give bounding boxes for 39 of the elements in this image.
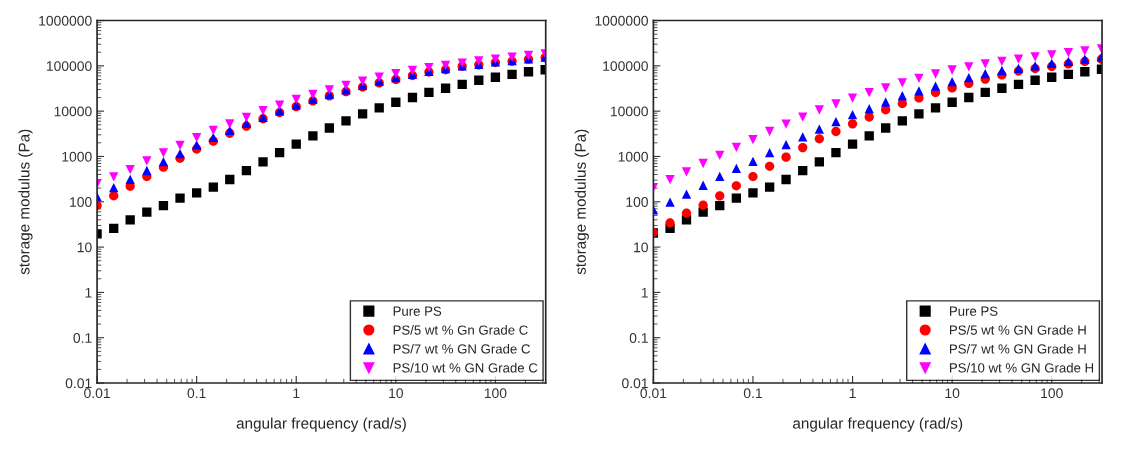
y-tick-label: 1000 [62, 151, 92, 162]
x-tick-label: 100 [1041, 388, 1063, 399]
x-tick-label: 10 [389, 388, 404, 399]
legend-label: PS/10 wt % GN Grade H [950, 362, 1094, 373]
legend-label: PS/10 wt % GN Grade C [393, 362, 538, 373]
y-tick-label: 0.01 [65, 378, 92, 389]
x-tick-label: 100 [484, 388, 507, 399]
x-tick-label: 0.1 [743, 388, 762, 399]
x-tick-label: 10 [945, 388, 960, 399]
legend-label: Pure PS [950, 306, 998, 316]
y-tick-label: 100 [70, 197, 92, 207]
y-tick-label: 0.01 [622, 378, 648, 389]
x-tick-label: 0.1 [187, 388, 206, 399]
y-tick-label: 1000 [618, 151, 648, 162]
y-axis-title: storage modulus (Pa) [18, 129, 33, 275]
x-axis-title: angular frequency (rad/s) [793, 417, 963, 432]
y-tick-label: 100 [626, 197, 648, 207]
x-tick-label: 1 [293, 388, 300, 398]
y-tick-label: 0.1 [629, 333, 648, 343]
x-tick-label: 0.01 [84, 388, 110, 399]
y-axis-title: storage modulus (Pa) [574, 129, 589, 275]
y-tick-label: 1000000 [39, 15, 92, 26]
legend-label: PS/7 wt % GN Grade C [393, 343, 530, 354]
legend-label: Pure PS [393, 306, 442, 316]
y-tick-label: 10 [634, 242, 648, 253]
y-tick-label: 10000 [54, 106, 92, 117]
y-tick-label: 0.1 [73, 333, 92, 343]
legend-label: PS/5 wt % Gn Grade C [393, 325, 528, 335]
legend-label: PS/7 wt % GN Grade H [950, 343, 1086, 354]
y-tick-label: 10 [77, 242, 92, 253]
y-tick-label: 1 [641, 287, 648, 298]
y-tick-label: 100000 [603, 61, 648, 71]
legend-label: PS/5 wt % GN Grade H [950, 325, 1086, 335]
y-tick-label: 10000 [610, 106, 648, 117]
y-tick-label: 1000000 [595, 15, 648, 26]
y-tick-label: 100000 [46, 61, 92, 71]
y-tick-label: 1 [85, 287, 92, 298]
x-tick-label: 1 [849, 388, 856, 398]
x-axis-title: angular frequency (rad/s) [236, 417, 406, 432]
